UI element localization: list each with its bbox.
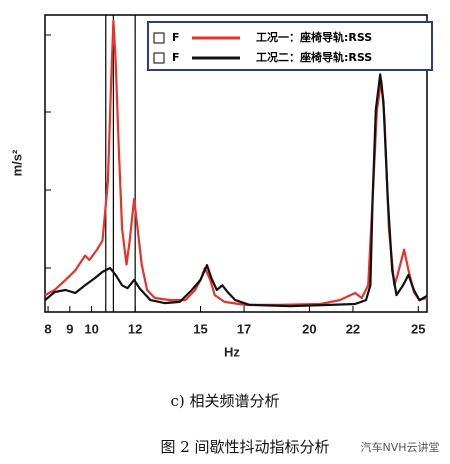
legend-label: 工况二：座椅导轨:RSS [256, 50, 372, 64]
legend-entries: F 工况一：座椅导轨:RSS F 工况二：座椅导轨:RSS [153, 30, 372, 64]
x-tick-label: 17 [237, 321, 251, 336]
y-axis-label: m/s² [9, 149, 24, 176]
x-tick-label: 20 [302, 321, 316, 336]
x-tick-label: 22 [346, 321, 360, 336]
figure-caption: 图 2 间歇性抖动指标分析 [160, 438, 329, 456]
x-axis-label: Hz [224, 344, 240, 359]
x-tick-label: 10 [84, 321, 98, 336]
x-tick-label: 12 [128, 321, 142, 336]
y-axis-ticks [45, 34, 51, 269]
legend-checkbox [153, 32, 165, 44]
series-line [44, 73, 428, 308]
watermark: 汽车NVH云讲堂 [360, 440, 439, 454]
legend [147, 21, 433, 71]
legend-prefix: F [172, 51, 180, 64]
legend-prefix: F [172, 31, 180, 44]
legend-checkbox [153, 52, 165, 64]
x-tick-label: 25 [411, 321, 425, 336]
x-tick-label: 15 [193, 321, 207, 336]
plot-area [44, 15, 428, 312]
x-tick-label: 8 [44, 321, 51, 336]
subcaption: c) 相关频谱分析 [170, 392, 279, 410]
x-tick-label: 9 [66, 321, 73, 336]
legend-label: 工况一：座椅导轨:RSS [256, 30, 372, 44]
